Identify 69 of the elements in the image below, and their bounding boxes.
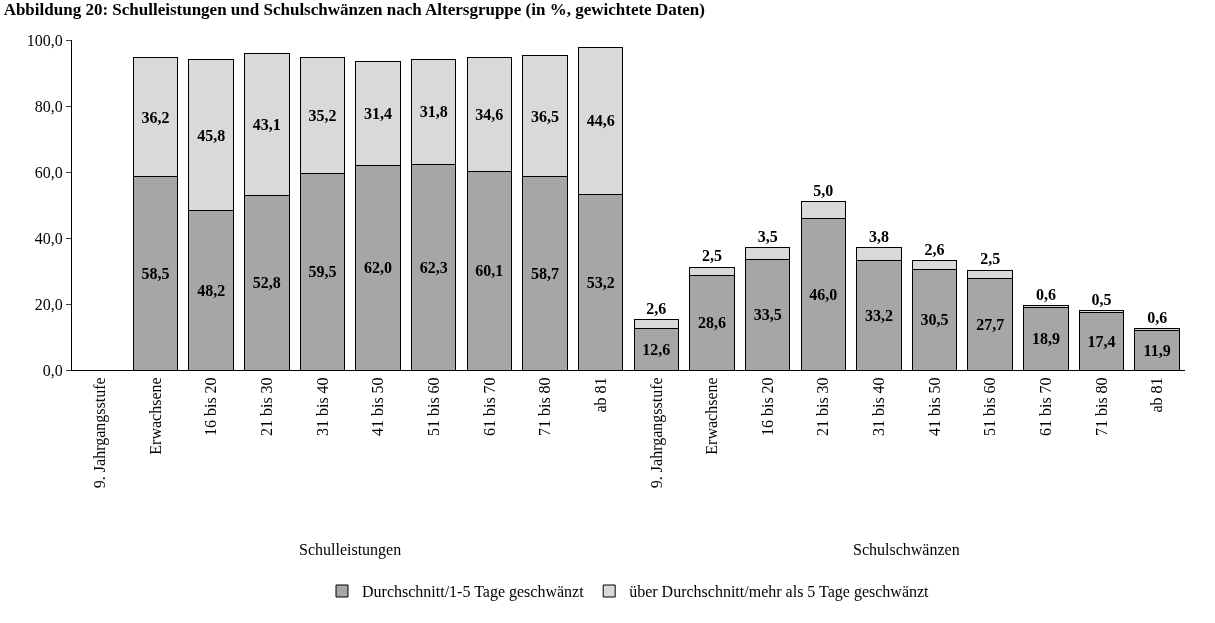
data-label: 58,5: [141, 264, 170, 282]
data-label: 60,1: [475, 262, 504, 280]
x-tick-label: 41 bis 50: [925, 377, 943, 437]
data-label: 30,5: [920, 311, 949, 329]
data-label: 5,0: [813, 181, 834, 199]
x-tick-label: 16 bis 20: [202, 377, 220, 437]
y-tick-label: 100,0: [26, 31, 63, 49]
data-label: 62,0: [364, 259, 393, 277]
y-tick-label: 60,0: [34, 163, 63, 181]
x-tick-label: 21 bis 30: [257, 377, 275, 437]
data-label: 35,2: [308, 107, 337, 125]
data-label: 31,8: [419, 103, 448, 121]
x-tick-label: ab 81: [1148, 377, 1166, 413]
data-label: 12,6: [642, 340, 671, 358]
data-label: 33,2: [864, 306, 893, 324]
y-tick-label: 20,0: [34, 295, 63, 313]
x-tick-label: 9. Jahrgangsstufe: [91, 377, 110, 489]
x-tick-label: 71 bis 80: [536, 377, 554, 437]
data-label: 11,9: [1143, 341, 1171, 359]
data-label: 2,6: [646, 299, 667, 317]
data-label: 33,5: [753, 306, 782, 324]
data-label: 31,4: [364, 105, 393, 123]
data-label: 43,1: [252, 116, 281, 134]
data-label: 2,5: [701, 247, 722, 265]
data-label: 27,7: [976, 315, 1005, 333]
x-tick-label: ab 81: [591, 377, 609, 413]
data-label: 59,5: [308, 263, 337, 281]
x-tick-label: 9. Jahrgangsstufe: [647, 377, 666, 489]
data-label: 53,2: [586, 273, 615, 291]
data-label: 17,4: [1087, 332, 1116, 350]
data-label: 3,8: [868, 227, 889, 245]
x-tick-label: 61 bis 70: [1037, 377, 1055, 437]
data-label: 0,6: [1147, 308, 1168, 326]
x-tick-label: 51 bis 60: [424, 377, 442, 437]
data-label: 52,8: [252, 274, 281, 292]
data-label: 0,5: [1091, 290, 1112, 308]
x-tick-label: 41 bis 50: [369, 377, 387, 437]
x-tick-label: 31 bis 40: [870, 377, 888, 437]
legend-label: über Durchschnitt/mehr als 5 Tage geschwänzt: [629, 583, 930, 602]
y-tick-label: 80,0: [34, 97, 63, 115]
text: Schulschwänzen: [853, 541, 960, 558]
text: Schulleistungen: [299, 541, 402, 559]
y-tick-label: 0,0: [42, 361, 63, 379]
data-label: 2,6: [924, 240, 945, 258]
x-tick-label: 71 bis 80: [1092, 377, 1110, 437]
chart-title: Abbildung 20: Schulleistungen und Schulschwänzen nach Altersgruppe (in %, gewichtete Daten): [3, 0, 705, 20]
data-label: 36,5: [531, 107, 560, 125]
data-label: 36,2: [141, 108, 170, 126]
data-label: 44,6: [586, 112, 615, 130]
x-tick-label: 16 bis 20: [758, 377, 776, 437]
data-label: 58,7: [531, 264, 560, 282]
legend-label: Durchschnitt/1-5 Tage geschwänzt: [362, 583, 585, 602]
x-tick-label: Erwachsene: [703, 377, 721, 455]
x-tick-label: Erwachsene: [146, 377, 164, 455]
data-label: 3,5: [757, 227, 778, 245]
x-tick-label: 61 bis 70: [480, 377, 498, 437]
x-tick-label: 51 bis 60: [981, 377, 999, 437]
data-label: 18,9: [1031, 330, 1060, 348]
data-label: 48,2: [197, 281, 226, 299]
data-label: 2,5: [980, 250, 1001, 268]
data-label: 46,0: [809, 285, 838, 303]
data-label: 28,6: [697, 314, 726, 332]
x-tick-label: 31 bis 40: [313, 377, 331, 437]
y-tick-label: 40,0: [34, 229, 63, 247]
data-label: 0,6: [1035, 285, 1056, 303]
data-label: 34,6: [475, 106, 504, 124]
data-label: 45,8: [197, 126, 226, 144]
x-tick-label: 21 bis 30: [814, 377, 832, 437]
data-label: 62,3: [419, 258, 448, 276]
